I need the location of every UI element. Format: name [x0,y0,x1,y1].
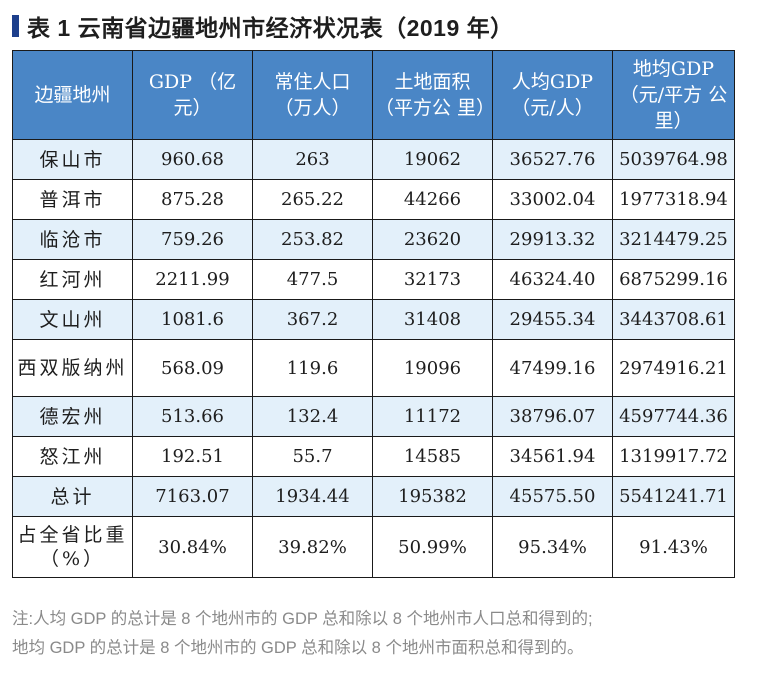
gdp-per-capita-cell: 34561.94 [492,436,613,477]
area-cell: 19096 [372,339,493,397]
region-name: 红河州 [12,259,133,300]
header-row: 边疆地州 GDP （亿元） 常住人口 （万人） 土地面积 （平方公 里） 人均G… [12,50,735,140]
area-cell: 32173 [372,259,493,300]
gdp-cell: 875.28 [132,179,253,220]
gdp-cell: 568.09 [132,339,253,397]
table-note: 注:人均 GDP 的总计是 8 个地州市的 GDP 总和除以 8 个地州市人口总… [12,605,742,663]
gdp-cell: 30.84% [132,516,253,578]
table-row: 西双版纳州 568.09 119.6 19096 47499.16 297491… [12,339,735,397]
gdp-per-area-cell: 2974916.21 [612,339,735,397]
gdp-cell: 960.68 [132,139,253,180]
area-cell: 14585 [372,436,493,477]
title-text: 表 1 云南省边疆地州市经济状况表（2019 年） [27,15,514,41]
share-label: 占全省比重（%） [12,516,133,578]
gdp-per-capita-cell: 46324.40 [492,259,613,300]
table-row: 德宏州 513.66 132.4 11172 38796.07 4597744.… [12,396,735,437]
population-cell: 265.22 [252,179,373,220]
gdp-per-area-cell: 4597744.36 [612,396,735,437]
gdp-per-area-cell: 3214479.25 [612,219,735,260]
gdp-per-area-cell: 3443708.61 [612,299,735,340]
population-cell: 477.5 [252,259,373,300]
gdp-per-area-cell: 5541241.71 [612,476,735,517]
table-row: 怒江州 192.51 55.7 14585 34561.94 1319917.7… [12,436,735,477]
area-cell: 31408 [372,299,493,340]
total-label: 总计 [12,476,133,517]
area-cell: 19062 [372,139,493,180]
gdp-cell: 1081.6 [132,299,253,340]
area-cell: 50.99% [372,516,493,578]
population-cell: 263 [252,139,373,180]
economic-table: 边疆地州 GDP （亿元） 常住人口 （万人） 土地面积 （平方公 里） 人均G… [12,50,735,578]
region-name: 保山市 [12,139,133,180]
gdp-cell: 192.51 [132,436,253,477]
region-name: 德宏州 [12,396,133,437]
area-cell: 23620 [372,219,493,260]
note-line: 地均 GDP 的总计是 8 个地州市的 GDP 总和除以 8 个地州市面积总和得… [12,639,584,657]
gdp-per-area-cell: 1977318.94 [612,179,735,220]
population-cell: 367.2 [252,299,373,340]
gdp-per-capita-cell: 47499.16 [492,339,613,397]
area-cell: 195382 [372,476,493,517]
table-row: 普洱市 875.28 265.22 44266 33002.04 1977318… [12,179,735,220]
header-cell: 人均GDP （元/人） [492,50,613,140]
table-title: 表 1 云南省边疆地州市经济状况表（2019 年） [12,6,514,46]
title-marker [12,15,19,37]
gdp-cell: 2211.99 [132,259,253,300]
header-cell: 土地面积 （平方公 里） [372,50,493,140]
header-cell: GDP （亿元） [132,50,253,140]
header-cell: 常住人口 （万人） [252,50,373,140]
gdp-per-area-cell: 5039764.98 [612,139,735,180]
gdp-per-capita-cell: 95.34% [492,516,613,578]
table-row: 临沧市 759.26 253.82 23620 29913.32 3214479… [12,219,735,260]
area-cell: 44266 [372,179,493,220]
gdp-per-capita-cell: 36527.76 [492,139,613,180]
population-cell: 55.7 [252,436,373,477]
table-row: 文山州 1081.6 367.2 31408 29455.34 3443708.… [12,299,735,340]
table-row: 保山市 960.68 263 19062 36527.76 5039764.98 [12,139,735,180]
note-line: 注:人均 GDP 的总计是 8 个地州市的 GDP 总和除以 8 个地州市人口总… [12,610,593,628]
gdp-per-area-cell: 91.43% [612,516,735,578]
share-row: 占全省比重（%） 30.84% 39.82% 50.99% 95.34% 91.… [12,516,735,578]
region-name: 临沧市 [12,219,133,260]
gdp-cell: 513.66 [132,396,253,437]
region-name: 西双版纳州 [12,339,133,397]
population-cell: 119.6 [252,339,373,397]
gdp-per-capita-cell: 33002.04 [492,179,613,220]
population-cell: 253.82 [252,219,373,260]
population-cell: 39.82% [252,516,373,578]
gdp-per-area-cell: 1319917.72 [612,436,735,477]
gdp-per-capita-cell: 38796.07 [492,396,613,437]
gdp-per-capita-cell: 29455.34 [492,299,613,340]
region-name: 怒江州 [12,436,133,477]
gdp-cell: 7163.07 [132,476,253,517]
total-row: 总计 7163.07 1934.44 195382 45575.50 55412… [12,476,735,517]
table-row: 红河州 2211.99 477.5 32173 46324.40 6875299… [12,259,735,300]
population-cell: 1934.44 [252,476,373,517]
population-cell: 132.4 [252,396,373,437]
header-cell: 地均GDP （元/平方 公里） [612,50,735,140]
area-cell: 11172 [372,396,493,437]
header-cell: 边疆地州 [12,50,133,140]
gdp-per-capita-cell: 29913.32 [492,219,613,260]
gdp-per-capita-cell: 45575.50 [492,476,613,517]
region-name: 普洱市 [12,179,133,220]
region-name: 文山州 [12,299,133,340]
gdp-cell: 759.26 [132,219,253,260]
gdp-per-area-cell: 6875299.16 [612,259,735,300]
